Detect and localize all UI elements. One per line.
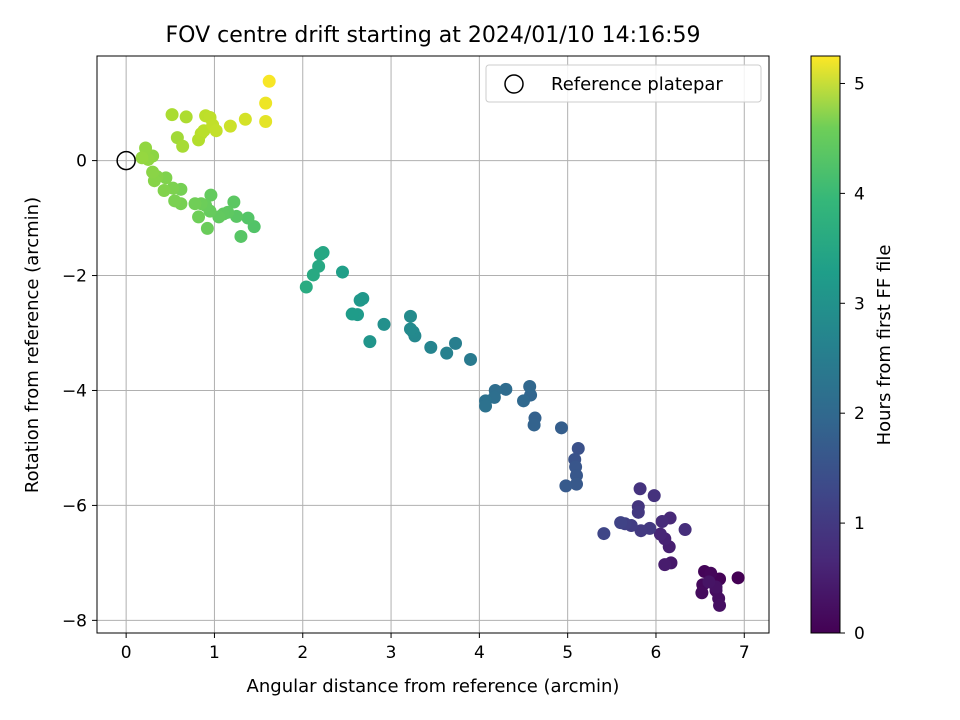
data-point: [179, 110, 193, 124]
data-point: [176, 139, 190, 153]
data-point: [571, 442, 585, 456]
legend-box: [485, 64, 762, 103]
data-point: [658, 558, 672, 572]
colorbar-label: Hours from first FF file: [874, 245, 895, 446]
data-point: [259, 115, 273, 129]
data-point: [403, 322, 417, 336]
data-point: [139, 141, 153, 155]
data-point: [499, 382, 513, 396]
data-point: [168, 194, 182, 208]
data-point: [695, 586, 709, 600]
y-tick-label: −6: [62, 496, 87, 516]
data-point: [678, 523, 692, 537]
data-point: [479, 399, 493, 413]
data-point: [517, 394, 531, 408]
x-tick-label: 6: [651, 643, 662, 663]
data-points: [135, 74, 745, 612]
data-point: [227, 195, 241, 209]
legend: Reference platepar: [485, 64, 762, 103]
data-point: [554, 421, 568, 435]
data-point: [655, 515, 669, 529]
data-point: [424, 340, 438, 354]
colorbar-tick-label: 2: [854, 404, 865, 424]
data-point: [306, 268, 320, 282]
x-tick-label: 2: [297, 643, 308, 663]
data-point: [403, 309, 417, 323]
data-point: [634, 524, 648, 538]
data-point: [559, 479, 573, 493]
reference-platepar-marker: [116, 150, 136, 171]
data-point: [192, 210, 206, 224]
colorbar: 0 1 2 3 4 5 Hours from first FF file: [810, 55, 895, 644]
x-tick-label: 5: [562, 643, 573, 663]
data-point: [259, 96, 273, 110]
colorbar-gradient: [810, 55, 841, 634]
colorbar-tick-label: 1: [854, 514, 865, 534]
data-point: [299, 280, 313, 294]
y-tick-label: −4: [62, 381, 87, 401]
y-tick-label: −2: [62, 267, 87, 287]
x-tick-label: 7: [739, 643, 750, 663]
colorbar-tick-label: 3: [854, 294, 865, 314]
data-point: [631, 505, 645, 519]
y-axis-ticks: −8 −6 −4 −2 0: [62, 152, 97, 631]
y-tick-label: −8: [62, 611, 87, 631]
data-point: [647, 489, 661, 503]
x-tick-label: 0: [121, 643, 132, 663]
data-point: [157, 183, 171, 197]
data-point: [363, 335, 377, 349]
data-point: [614, 516, 628, 530]
data-point: [523, 379, 537, 393]
data-point: [262, 74, 276, 88]
x-axis-label: Angular distance from reference (arcmin): [247, 676, 620, 697]
y-axis-label: Rotation from reference (arcmin): [22, 197, 43, 493]
x-tick-label: 3: [386, 643, 397, 663]
y-tick-label: 0: [76, 152, 87, 172]
colorbar-tick-label: 5: [854, 74, 865, 94]
data-point: [569, 477, 583, 491]
data-point: [653, 527, 667, 541]
data-point: [345, 307, 359, 321]
data-point: [238, 112, 252, 126]
data-point: [209, 124, 223, 138]
data-point: [165, 108, 179, 122]
data-point: [234, 229, 248, 243]
data-point: [135, 151, 149, 165]
data-point: [527, 418, 541, 432]
data-point: [633, 482, 647, 496]
x-axis-ticks: 0 1 2 3 4 5 6 7: [121, 633, 750, 663]
colorbar-tick-label: 4: [854, 184, 865, 204]
data-point: [146, 165, 160, 179]
chart-title: FOV centre drift starting at 2024/01/10 …: [166, 23, 701, 48]
colorbar-tick-label: 0: [854, 624, 865, 644]
data-point: [353, 293, 367, 307]
data-point: [702, 575, 716, 589]
data-point: [449, 336, 463, 350]
x-tick-label: 4: [474, 643, 485, 663]
data-point: [713, 598, 727, 612]
data-point: [377, 317, 391, 331]
data-point: [200, 221, 214, 235]
data-point: [223, 119, 237, 133]
data-point: [313, 247, 327, 261]
data-point: [241, 211, 255, 225]
plot-frame: [96, 55, 770, 634]
colorbar-ticks: 0 1 2 3 4 5: [840, 74, 865, 644]
data-point: [335, 265, 349, 279]
legend-entry: Reference platepar: [551, 74, 723, 95]
grid: [97, 56, 769, 633]
legend-marker: [504, 74, 524, 94]
data-point: [204, 188, 218, 202]
data-point: [597, 527, 611, 541]
data-point: [188, 197, 202, 211]
data-point: [731, 571, 745, 585]
data-point: [464, 352, 478, 366]
x-tick-label: 1: [209, 643, 220, 663]
data-point: [440, 346, 454, 360]
